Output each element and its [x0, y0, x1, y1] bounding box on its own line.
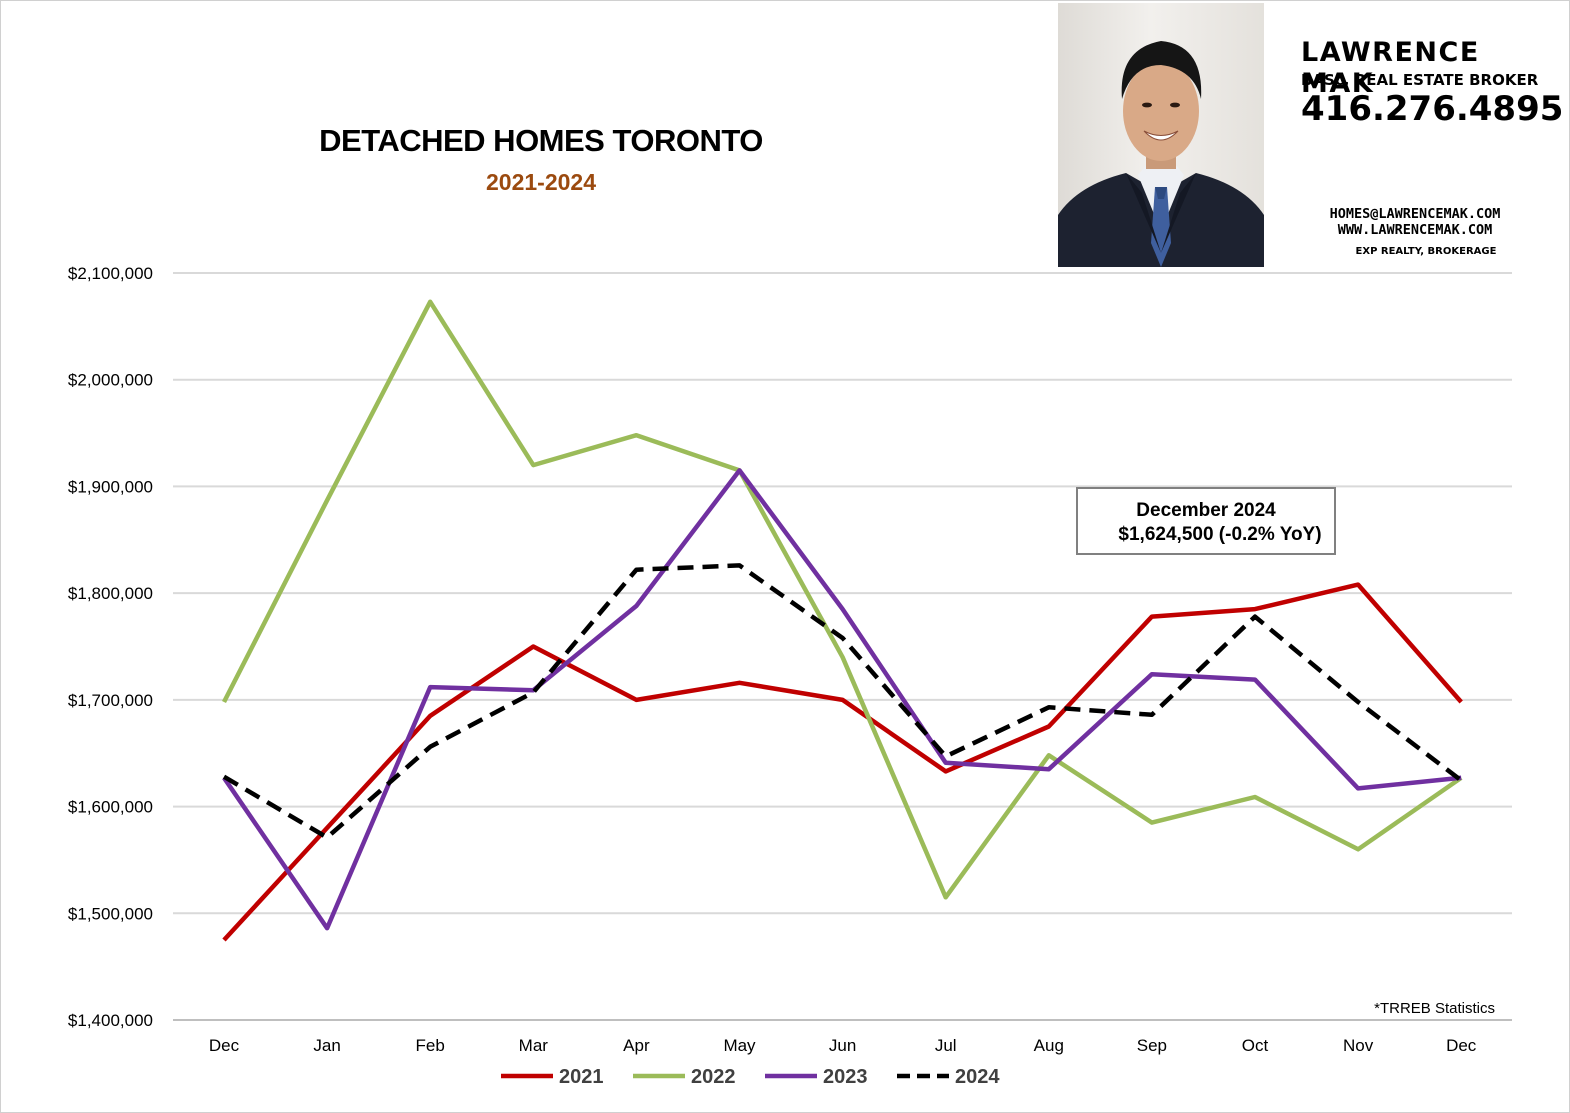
agent-brokerage: EXP REALTY, BROKERAGE	[1355, 246, 1497, 257]
x-tick-label: Aug	[1034, 1036, 1064, 1055]
x-tick-label: Apr	[623, 1036, 650, 1055]
agent-email: HOMES@LAWRENCEMAK.COM	[1329, 206, 1501, 222]
legend-item-2022: 2022	[633, 1066, 736, 1088]
y-tick-label: $2,000,000	[68, 371, 153, 390]
y-tick-label: $1,500,000	[68, 904, 153, 923]
series-line-2021	[222, 582, 1463, 942]
y-axis: $1,400,000 $1,500,000 $1,600,000 $1,700,000…	[68, 264, 153, 1030]
annotation-line-1: December 2024	[1136, 500, 1276, 521]
legend-item-2023: 2023	[765, 1066, 868, 1088]
x-tick-label: Mar	[519, 1036, 549, 1055]
agent-phone: 416.276.4895	[1301, 89, 1564, 129]
gridlines	[173, 272, 1512, 1021]
series-line-2024	[222, 563, 1463, 840]
series-line-2023	[222, 468, 1462, 931]
y-tick-label: $1,800,000	[68, 584, 153, 603]
x-axis: Dec Jan Feb Mar Apr May Jun Jul Aug Sep Oct Nov Dec	[209, 1036, 1477, 1055]
x-tick-label: Jul	[935, 1036, 957, 1055]
x-tick-label: Jun	[829, 1036, 856, 1055]
x-tick-label: Sep	[1137, 1036, 1167, 1055]
y-tick-label: $2,100,000	[68, 264, 153, 283]
legend-item-2021: 2021	[501, 1066, 604, 1088]
x-tick-label: Nov	[1343, 1036, 1374, 1055]
x-tick-label: Dec	[1446, 1036, 1477, 1055]
x-tick-label: May	[723, 1036, 756, 1055]
agent-name: LAWRENCE MAK	[1301, 37, 1480, 99]
x-tick-label: Feb	[416, 1036, 445, 1055]
annotation-line-2: $1,624,500 (-0.2% YoY)	[1118, 524, 1321, 545]
series-lines	[221, 299, 1463, 942]
legend-label-2023: 2023	[823, 1066, 868, 1088]
agent-website: WWW.LAWRENCEMAK.COM	[1337, 222, 1493, 238]
x-tick-label: Dec	[209, 1036, 240, 1055]
legend: 2021 2022 2023 2024	[501, 1066, 1000, 1088]
series-line-2022	[221, 299, 1463, 900]
legend-label-2022: 2022	[691, 1066, 736, 1088]
chart-title: DETACHED HOMES TORONTO	[319, 123, 763, 158]
legend-label-2024: 2024	[955, 1066, 1000, 1088]
y-tick-label: $1,600,000	[68, 798, 153, 817]
agent-credentials: BASc, REAL ESTATE BROKER	[1301, 71, 1539, 89]
legend-label-2021: 2021	[559, 1066, 604, 1088]
x-tick-label: Jan	[313, 1036, 340, 1055]
agent-portrait-icon	[1058, 3, 1264, 267]
y-tick-label: $1,700,000	[68, 691, 153, 710]
annotation-box: December 2024 $1,624,500 (-0.2% YoY)	[1076, 487, 1336, 555]
x-tick-label: Oct	[1242, 1036, 1269, 1055]
legend-item-2024: 2024	[897, 1066, 1000, 1088]
y-tick-label: $1,400,000	[68, 1011, 153, 1030]
chart-subtitle: 2021-2024	[486, 169, 596, 195]
source-note: *TRREB Statistics	[1374, 1000, 1495, 1017]
y-tick-label: $1,900,000	[68, 477, 153, 496]
